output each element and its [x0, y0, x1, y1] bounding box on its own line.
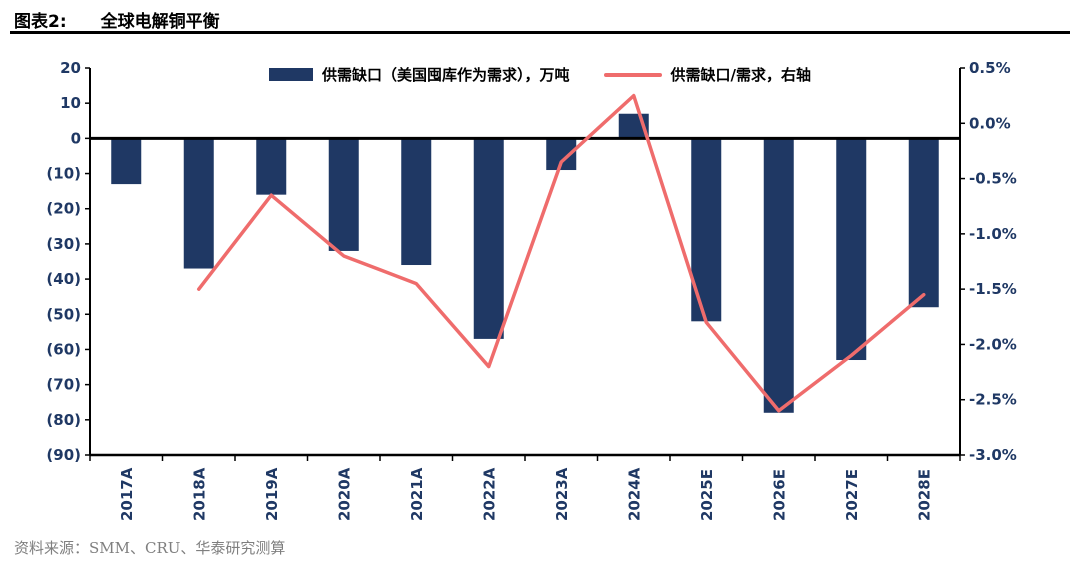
y-axis-left-label: (90)	[46, 446, 81, 464]
y-axis-left-label: (30)	[46, 235, 81, 253]
figure-label: 图表2:	[14, 12, 67, 32]
line-series	[197, 93, 926, 413]
legend-item-line: 供需缺口/需求，右轴	[603, 64, 811, 85]
bar-2021A	[401, 138, 432, 266]
x-axis-label-2027E: 2027E	[843, 469, 861, 521]
y-axis-left-label: (50)	[46, 305, 81, 323]
legend: 供需缺口（美国囤库作为需求），万吨 供需缺口/需求，右轴	[0, 64, 1080, 85]
y-axis-right-label: 0.5%	[969, 59, 1011, 77]
y-axis-left-label: (20)	[46, 200, 81, 218]
y-axis-right-label: -3.0%	[969, 446, 1017, 464]
chart-area: 20 10 0 (10) (20) (30) (40) (50) (60) (70) (80) (90…	[0, 40, 1080, 535]
y-axis-left-label: (80)	[46, 411, 81, 429]
x-axis-label-2023A: 2023A	[553, 467, 571, 521]
bar-2017A	[111, 138, 142, 185]
y-axis-left-label: (70)	[46, 376, 81, 394]
line-swatch-icon	[603, 72, 662, 77]
legend-label-line: 供需缺口/需求，右轴	[670, 66, 811, 84]
bar-2027E	[836, 138, 867, 361]
source-note: 资料来源：SMM、CRU、华泰研究测算	[14, 539, 286, 557]
y-axis-left-label: 0	[71, 129, 81, 147]
y-axis-right-label: 0.0%	[969, 114, 1011, 132]
x-axis-label-2022A: 2022A	[480, 467, 498, 521]
x-axis-label-2018A: 2018A	[190, 467, 208, 521]
x-axis-label-2025E: 2025E	[698, 469, 716, 521]
x-axis-label-2021A: 2021A	[408, 467, 426, 521]
y-axis-right-label: -1.0%	[969, 225, 1017, 243]
bar-2018A	[183, 138, 214, 269]
y-axis-right-label: -2.5%	[969, 391, 1017, 409]
y-axis-left-label: (10)	[46, 165, 81, 183]
header-rule	[10, 31, 1070, 34]
bar-2019A	[256, 138, 287, 195]
y-axis-right-label: -1.5%	[969, 280, 1017, 298]
x-axis-label-2019A: 2019A	[263, 467, 281, 521]
bar-swatch-icon	[269, 68, 313, 81]
legend-item-bar: 供需缺口（美国囤库作为需求），万吨	[269, 64, 570, 85]
chart-header: 图表2: 全球电解铜平衡	[14, 7, 220, 32]
bar-2028E	[908, 138, 939, 308]
y-axis-left-label: 10	[60, 94, 81, 112]
y-axis-left-label: (60)	[46, 340, 81, 358]
chart-svg: 20 10 0 (10) (20) (30) (40) (50) (60) (70) (80) (90…	[46, 59, 1017, 521]
x-axis-label-2028E: 2028E	[915, 469, 933, 521]
bar-2022A	[473, 138, 504, 339]
y-axis-right-label: -0.5%	[969, 170, 1017, 188]
y-axis-right-label: -2.0%	[969, 335, 1017, 353]
x-axis-label-2024A: 2024A	[625, 467, 643, 521]
x-axis-label-2017A: 2017A	[118, 467, 136, 521]
bar-2020A	[328, 138, 359, 251]
legend-label-bar: 供需缺口（美国囤库作为需求），万吨	[322, 66, 570, 84]
x-axis-label-2020A: 2020A	[335, 467, 353, 521]
y-axis-left-label: (40)	[46, 270, 81, 288]
y-axis-left-label: 20	[60, 59, 81, 77]
page-title: 全球电解铜平衡	[100, 12, 220, 32]
x-axis-label-2026E: 2026E	[770, 469, 788, 521]
bar-2026E	[763, 138, 794, 413]
